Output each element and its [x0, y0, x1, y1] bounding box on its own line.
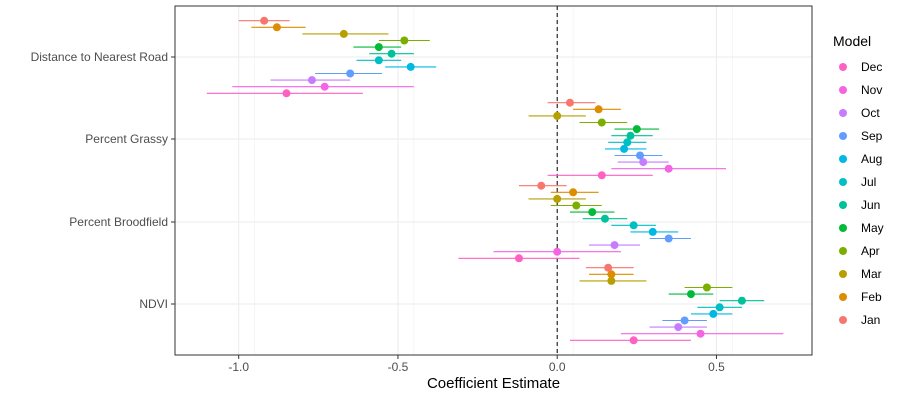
- legend-key-sep: [839, 132, 847, 140]
- point-jan: [604, 263, 613, 272]
- point-mar: [553, 111, 562, 120]
- legend-label-mar: Mar: [861, 267, 882, 281]
- point-aug: [709, 309, 718, 318]
- point-may: [374, 43, 383, 52]
- point-apr: [597, 118, 606, 127]
- point-jan: [260, 16, 269, 25]
- point-mar: [553, 194, 562, 203]
- legend-key-mar: [839, 270, 847, 278]
- point-aug: [620, 144, 629, 153]
- point-jul: [623, 138, 632, 147]
- point-dec: [629, 336, 638, 345]
- legend-key-dec: [839, 63, 847, 71]
- legend-key-feb: [839, 293, 847, 301]
- point-mar: [339, 29, 348, 38]
- legend-label-jun: Jun: [861, 198, 880, 212]
- point-may: [588, 208, 597, 217]
- legend-title: Model: [833, 33, 871, 49]
- point-may: [686, 290, 695, 299]
- y-tick-label: Distance to Nearest Road: [31, 50, 168, 64]
- point-sep: [636, 151, 645, 160]
- x-tick-label: -1.0: [228, 360, 249, 374]
- panel-border: [174, 5, 813, 356]
- point-apr: [400, 36, 409, 45]
- point-apr: [702, 283, 711, 292]
- legend-key-may: [839, 224, 847, 232]
- point-oct: [610, 241, 619, 250]
- y-tick-label: Percent Broodfield: [69, 215, 168, 229]
- point-feb: [569, 188, 578, 197]
- y-tick-label: NDVI: [139, 297, 168, 311]
- point-feb: [272, 23, 281, 32]
- legend-label-sep: Sep: [861, 129, 883, 143]
- point-may: [632, 125, 641, 134]
- legend-label-oct: Oct: [861, 106, 880, 120]
- legend-label-may: May: [861, 221, 884, 235]
- point-jun: [387, 49, 396, 58]
- point-oct: [639, 158, 648, 167]
- y-tick-label: Percent Grassy: [85, 132, 168, 146]
- point-sep: [664, 234, 673, 243]
- point-dec: [597, 171, 606, 180]
- legend-key-aug: [839, 155, 847, 163]
- point-jun: [737, 296, 746, 305]
- x-tick-label: 0.5: [708, 360, 725, 374]
- x-tick-label: 0.0: [549, 360, 566, 374]
- point-nov: [320, 82, 329, 91]
- point-feb: [594, 105, 603, 114]
- point-jan: [537, 181, 546, 190]
- point-mar: [607, 276, 616, 285]
- x-axis-title: Coefficient Estimate: [427, 375, 560, 392]
- legend-label-aug: Aug: [861, 152, 882, 166]
- point-sep: [346, 69, 355, 78]
- point-sep: [680, 316, 689, 325]
- point-oct: [674, 323, 683, 332]
- grid-layer: [175, 6, 812, 355]
- point-dec: [514, 254, 523, 263]
- point-jan: [565, 98, 574, 107]
- plot-panel: [175, 6, 812, 355]
- legend-key-apr: [839, 247, 847, 255]
- point-aug: [406, 62, 415, 71]
- x-tick-label: -0.5: [388, 360, 409, 374]
- point-jul: [629, 221, 638, 230]
- point-nov: [553, 247, 562, 256]
- legend-label-feb: Feb: [861, 290, 882, 304]
- point-apr: [572, 201, 581, 210]
- point-feb: [607, 270, 616, 279]
- point-layer: [260, 16, 746, 345]
- legend-key-jul: [839, 178, 847, 186]
- point-nov: [696, 329, 705, 338]
- point-jul: [715, 303, 724, 312]
- point-jul: [374, 56, 383, 65]
- legend-label-apr: Apr: [861, 244, 880, 258]
- point-nov: [664, 164, 673, 173]
- legend-label-jul: Jul: [861, 175, 876, 189]
- axis-layer: -1.0 -0.5 0.0 0.5 Distance to Nearest Road Pe…: [31, 5, 813, 392]
- legend-key-jan: [839, 316, 847, 324]
- legend-key-nov: [839, 86, 847, 94]
- legend-key-oct: [839, 109, 847, 117]
- point-jun: [600, 214, 609, 223]
- point-aug: [648, 227, 657, 236]
- point-jun: [626, 131, 635, 140]
- legend-key-jun: [839, 201, 847, 209]
- legend-label-dec: Dec: [861, 60, 882, 74]
- point-dec: [282, 89, 291, 98]
- legend: Model Dec Nov Oct Sep Aug Jul Jun May Apr Mar Feb Ja…: [833, 33, 884, 327]
- legend-label-nov: Nov: [861, 83, 882, 97]
- legend-label-jan: Jan: [861, 313, 880, 327]
- point-oct: [307, 76, 316, 85]
